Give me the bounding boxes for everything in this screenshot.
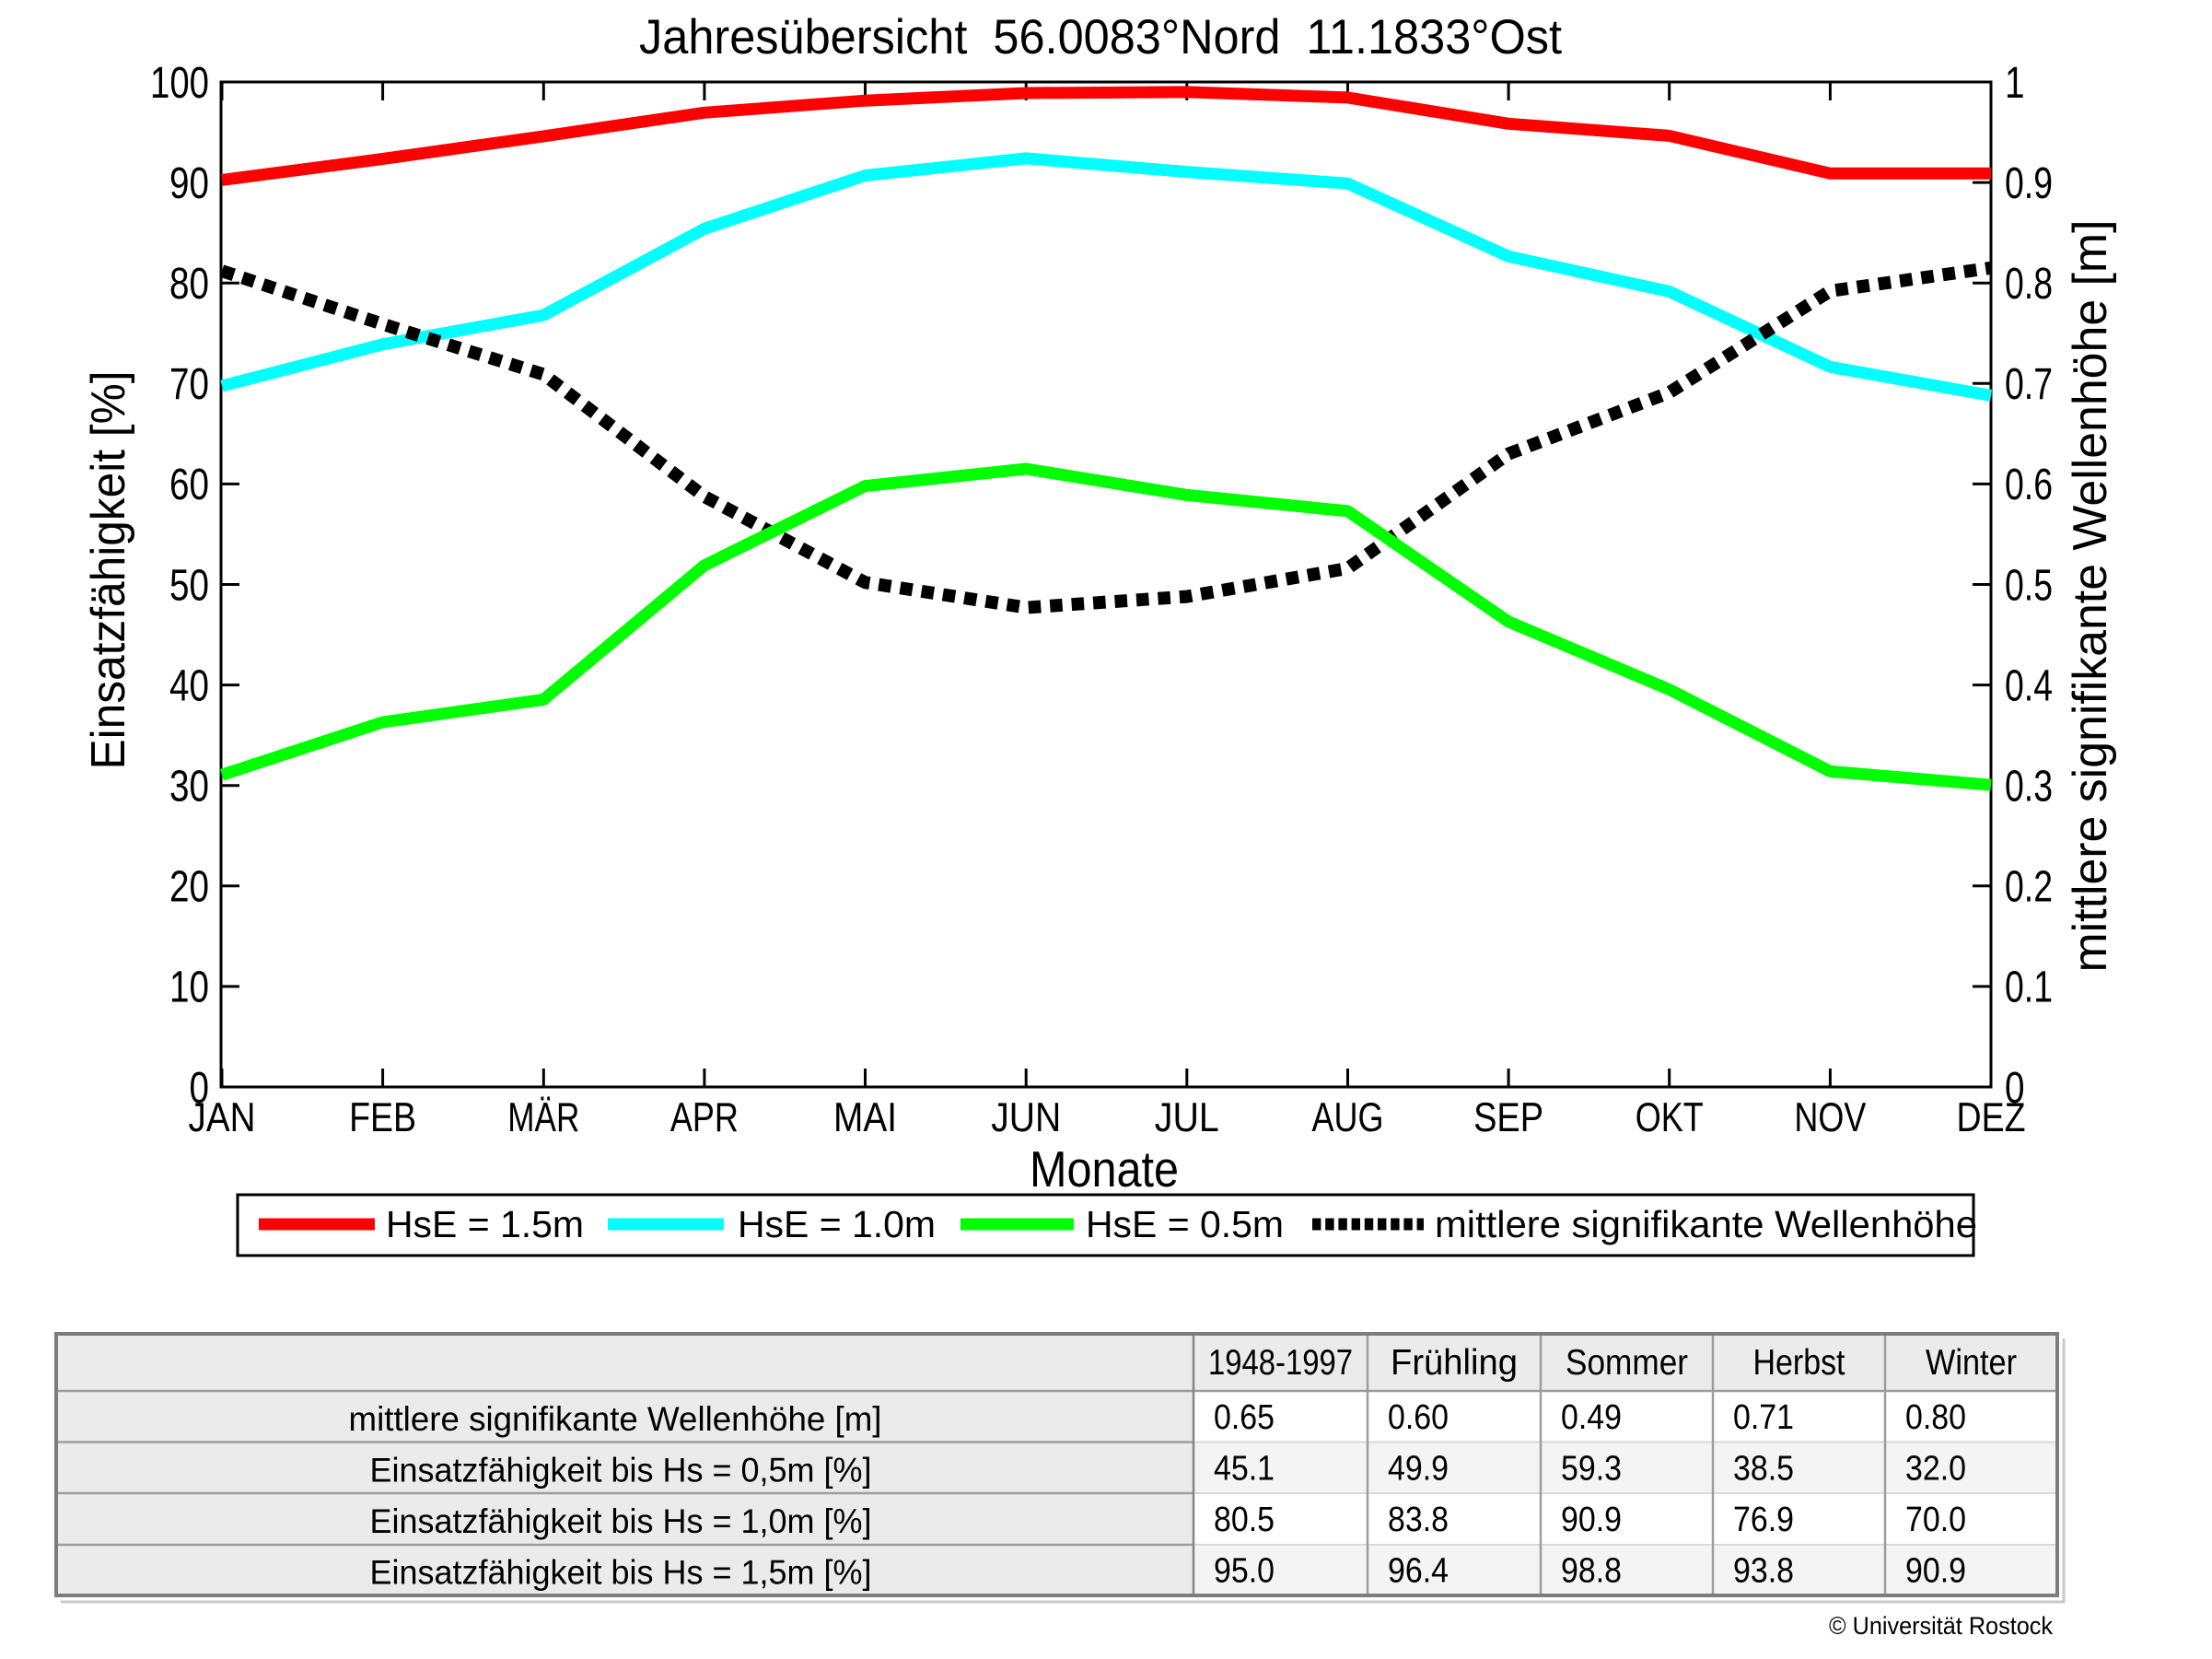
svg-text:HsE = 1.0m: HsE = 1.0m xyxy=(738,1203,936,1245)
svg-text:0.2: 0.2 xyxy=(2005,863,2053,912)
svg-text:0.5: 0.5 xyxy=(2005,561,2053,610)
svg-text:49.9: 49.9 xyxy=(1388,1450,1449,1489)
svg-text:98.8: 98.8 xyxy=(1561,1552,1622,1591)
svg-text:DEZ: DEZ xyxy=(1957,1095,2026,1140)
svg-text:SEP: SEP xyxy=(1473,1095,1543,1140)
svg-text:80: 80 xyxy=(169,260,209,309)
svg-text:70.0: 70.0 xyxy=(1905,1501,1966,1539)
svg-text:HsE = 1.5m: HsE = 1.5m xyxy=(386,1203,584,1245)
svg-text:0.7: 0.7 xyxy=(2005,360,2053,409)
svg-text:80.5: 80.5 xyxy=(1214,1501,1275,1539)
svg-text:0: 0 xyxy=(2005,1064,2025,1113)
svg-text:0.60: 0.60 xyxy=(1388,1398,1449,1437)
svg-text:100: 100 xyxy=(150,59,209,108)
svg-text:40: 40 xyxy=(169,661,209,710)
svg-text:90.9: 90.9 xyxy=(1561,1501,1622,1539)
svg-text:Einsatzfähigkeit bis Hs = 0,5m: Einsatzfähigkeit bis Hs = 0,5m [%] xyxy=(370,1451,872,1490)
svg-text:© Universität Rostock: © Universität Rostock xyxy=(1829,1612,2053,1640)
svg-text:45.1: 45.1 xyxy=(1214,1450,1275,1489)
svg-text:0.49: 0.49 xyxy=(1561,1398,1622,1437)
svg-text:Einsatzfähigkeit [%]: Einsatzfähigkeit [%] xyxy=(82,371,135,770)
svg-text:95.0: 95.0 xyxy=(1214,1552,1275,1591)
svg-text:90: 90 xyxy=(169,159,209,208)
svg-text:38.5: 38.5 xyxy=(1733,1450,1794,1489)
svg-text:0: 0 xyxy=(190,1064,210,1113)
svg-text:1: 1 xyxy=(2005,59,2025,108)
svg-text:90.9: 90.9 xyxy=(1905,1552,1966,1591)
svg-text:Winter: Winter xyxy=(1926,1343,2017,1383)
svg-text:mittlere signifikante Wellenhö: mittlere signifikante Wellenhöhe [m] xyxy=(349,1399,882,1438)
svg-text:50: 50 xyxy=(169,561,209,610)
svg-text:mittlere signifikante Wellenhö: mittlere signifikante Wellenhöhe xyxy=(1435,1203,1977,1245)
svg-text:59.3: 59.3 xyxy=(1561,1450,1622,1489)
svg-text:Sommer: Sommer xyxy=(1566,1343,1688,1383)
svg-text:Einsatzfähigkeit bis Hs = 1,5m: Einsatzfähigkeit bis Hs = 1,5m [%] xyxy=(370,1553,872,1592)
svg-text:0.6: 0.6 xyxy=(2005,461,2053,509)
svg-text:0.8: 0.8 xyxy=(2005,260,2053,309)
svg-text:70: 70 xyxy=(169,360,209,409)
svg-text:32.0: 32.0 xyxy=(1905,1450,1966,1489)
svg-text:NOV: NOV xyxy=(1794,1095,1866,1140)
svg-text:96.4: 96.4 xyxy=(1388,1552,1449,1591)
svg-text:HsE = 0.5m: HsE = 0.5m xyxy=(1086,1203,1284,1245)
svg-text:0.3: 0.3 xyxy=(2005,763,2053,812)
svg-text:mittlere signifikante Wellenhö: mittlere signifikante Wellenhöhe [m] xyxy=(2064,220,2117,973)
svg-text:JUL: JUL xyxy=(1155,1095,1219,1140)
svg-text:APR: APR xyxy=(670,1095,739,1140)
svg-text:MÄR: MÄR xyxy=(507,1095,579,1140)
svg-text:0.80: 0.80 xyxy=(1905,1398,1966,1437)
svg-text:JAN: JAN xyxy=(189,1095,256,1140)
svg-text:0.9: 0.9 xyxy=(2005,159,2053,208)
svg-text:Frühling: Frühling xyxy=(1391,1343,1518,1383)
svg-text:MAI: MAI xyxy=(833,1095,897,1140)
svg-text:1948-1997: 1948-1997 xyxy=(1208,1343,1353,1383)
svg-text:93.8: 93.8 xyxy=(1733,1552,1794,1591)
svg-text:30: 30 xyxy=(169,763,209,812)
svg-text:Jahresübersicht 56.0083°Nord: Jahresübersicht 56.0083°Nord 11.1833°Ost xyxy=(639,10,1562,64)
svg-text:FEB: FEB xyxy=(349,1095,416,1140)
svg-text:Einsatzfähigkeit bis Hs = 1,0m: Einsatzfähigkeit bis Hs = 1,0m [%] xyxy=(370,1501,872,1540)
svg-text:AUG: AUG xyxy=(1312,1095,1384,1140)
svg-text:0.65: 0.65 xyxy=(1214,1398,1275,1437)
svg-text:76.9: 76.9 xyxy=(1733,1501,1794,1539)
svg-text:0.1: 0.1 xyxy=(2005,964,2053,1012)
svg-text:Monate: Monate xyxy=(1030,1140,1179,1198)
svg-text:0.4: 0.4 xyxy=(2005,661,2053,710)
svg-text:OKT: OKT xyxy=(1636,1095,1704,1140)
svg-text:0.71: 0.71 xyxy=(1733,1398,1794,1437)
svg-text:20: 20 xyxy=(169,863,209,912)
svg-text:60: 60 xyxy=(169,461,209,509)
svg-text:10: 10 xyxy=(169,964,209,1012)
svg-text:Herbst: Herbst xyxy=(1753,1343,1845,1383)
svg-text:83.8: 83.8 xyxy=(1388,1501,1449,1539)
svg-text:JUN: JUN xyxy=(991,1095,1061,1140)
